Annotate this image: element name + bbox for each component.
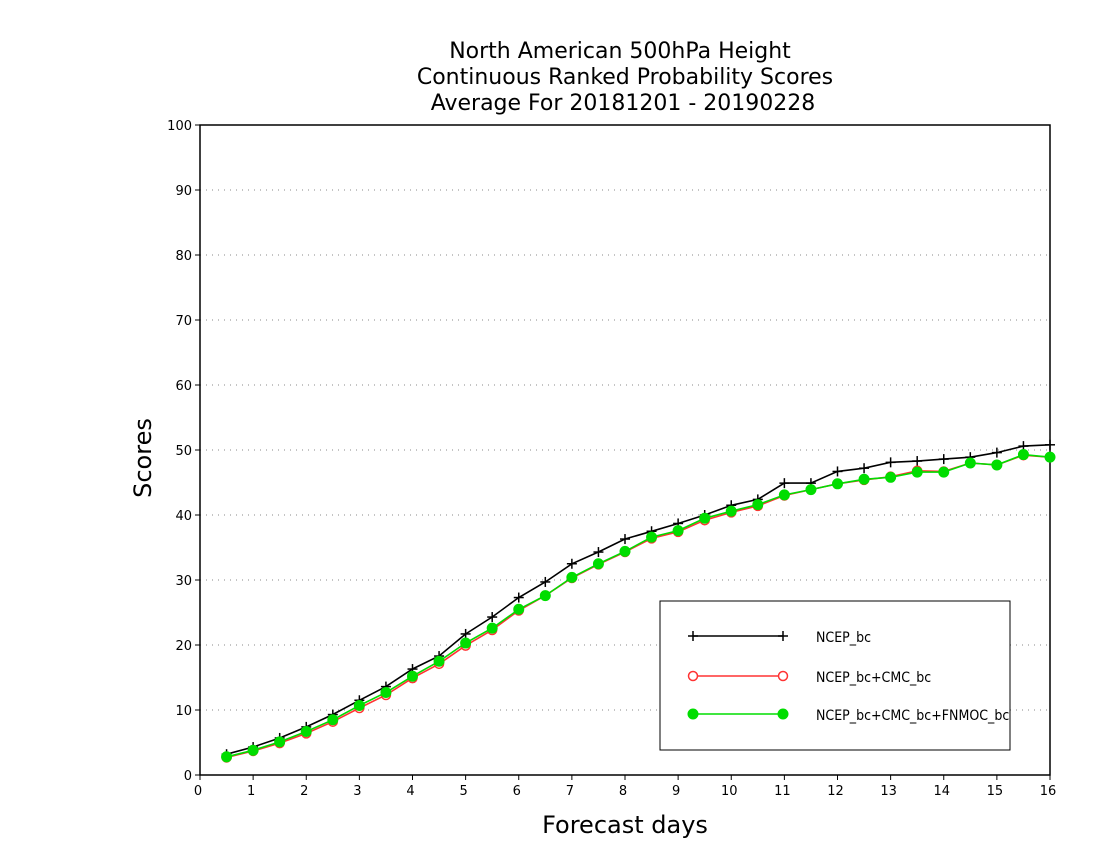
- x-tick-label: 2: [300, 784, 308, 799]
- x-tick-label: 11: [774, 784, 791, 799]
- data-point: [778, 489, 790, 501]
- y-tick-label: 40: [175, 509, 192, 524]
- x-tick-label: 6: [513, 784, 521, 799]
- data-point: [1017, 449, 1029, 461]
- data-point: [513, 592, 524, 603]
- data-point: [380, 686, 392, 698]
- data-point: [991, 459, 1003, 471]
- y-tick-label: 70: [175, 314, 192, 329]
- y-tick-label: 30: [175, 574, 192, 589]
- x-tick-label: 16: [1040, 784, 1057, 799]
- data-point: [487, 612, 498, 623]
- data-point: [699, 512, 711, 524]
- data-point: [486, 622, 498, 634]
- data-point: [566, 571, 578, 583]
- x-tick-label: 5: [459, 784, 467, 799]
- data-point: [274, 736, 286, 748]
- x-tick-label: 8: [619, 784, 627, 799]
- data-point: [300, 725, 312, 737]
- y-tick-label: 60: [175, 379, 192, 394]
- data-point: [566, 558, 577, 569]
- title-line-2: Continuous Ranked Probability Scores: [417, 65, 833, 90]
- data-point: [725, 505, 737, 517]
- y-tick-label: 0: [184, 769, 192, 784]
- data-point: [964, 457, 976, 469]
- data-point: [938, 454, 949, 465]
- x-tick-label: 10: [721, 784, 738, 799]
- legend-marker: [688, 631, 698, 641]
- x-tick-label: 12: [827, 784, 844, 799]
- data-point: [619, 545, 631, 557]
- data-point: [832, 466, 843, 477]
- x-tick-label: 3: [353, 784, 361, 799]
- data-point: [539, 590, 551, 602]
- plot-frame: [199, 124, 1051, 776]
- data-point: [832, 478, 843, 490]
- y-axis-ticks: 0 10 20 30 40 50 60 70 80 90 100: [167, 119, 200, 784]
- data-point: [938, 466, 950, 478]
- x-tick-label: 0: [194, 784, 202, 799]
- x-tick-label: 9: [672, 784, 680, 799]
- data-point: [540, 576, 551, 587]
- series-NCEP_bc+CMC_bc+FNMOC_bc: [221, 449, 1056, 763]
- data-point: [1044, 451, 1056, 463]
- legend-label: NCEP_bc+CMC_bc: [816, 670, 931, 686]
- series-lines: [221, 439, 1056, 763]
- y-tick-label: 20: [175, 639, 192, 654]
- data-point: [247, 744, 259, 756]
- data-point: [593, 547, 604, 558]
- legend-label: NCEP_bc: [816, 630, 871, 646]
- data-point: [672, 525, 684, 537]
- y-tick-label: 90: [175, 184, 192, 199]
- legend-marker: [778, 631, 788, 641]
- legend-marker: [777, 670, 789, 682]
- data-point: [911, 466, 923, 478]
- data-point: [221, 751, 233, 763]
- y-tick-label: 100: [167, 119, 192, 134]
- data-point: [353, 699, 365, 711]
- legend-marker: [777, 708, 789, 720]
- data-point: [805, 484, 817, 496]
- data-point: [646, 531, 658, 543]
- data-point: [912, 456, 923, 467]
- data-point: [885, 471, 897, 483]
- y-axis-label: Scores: [129, 418, 157, 498]
- y-tick-label: 80: [175, 249, 192, 264]
- data-point: [859, 463, 870, 474]
- x-tick-label: 1: [247, 784, 255, 799]
- legend-marker: [687, 670, 699, 682]
- data-point: [858, 473, 870, 485]
- x-axis-ticks: 0 1 2 3 4 5 6 7 8 9 10 11 12 13 14 15 16: [194, 775, 1056, 799]
- legend-marker: [687, 708, 699, 720]
- x-tick-label: 15: [987, 784, 1004, 799]
- y-tick-label: 50: [175, 444, 192, 459]
- data-point: [327, 714, 339, 726]
- x-tick-label: 13: [880, 784, 897, 799]
- data-point: [592, 558, 604, 570]
- data-point: [620, 534, 630, 545]
- x-tick-label: 4: [406, 784, 414, 799]
- data-point: [460, 637, 472, 649]
- chart-title: North American 500hPa Height Continuous …: [417, 39, 833, 116]
- title-line-1: North American 500hPa Height: [449, 39, 791, 64]
- x-tick-label: 14: [933, 784, 950, 799]
- data-point: [433, 655, 445, 667]
- data-point: [1045, 439, 1055, 450]
- legend: NCEP_bc NCEP_bc+CMC_bc NCEP_bc+CMC_bc+FNMO…: [659, 600, 1011, 751]
- data-point: [513, 603, 525, 615]
- title-line-3: Average For 20181201 - 20190228: [431, 91, 816, 116]
- data-point: [885, 457, 896, 468]
- x-axis-label: Forecast days: [542, 811, 708, 839]
- data-point: [991, 447, 1002, 458]
- data-point: [460, 628, 471, 639]
- data-point: [407, 670, 418, 682]
- y-tick-label: 10: [175, 704, 192, 719]
- data-point: [752, 499, 764, 511]
- x-tick-label: 7: [566, 784, 574, 799]
- data-point: [779, 478, 790, 489]
- legend-label: NCEP_bc+CMC_bc+FNMOC_bc: [816, 708, 1009, 724]
